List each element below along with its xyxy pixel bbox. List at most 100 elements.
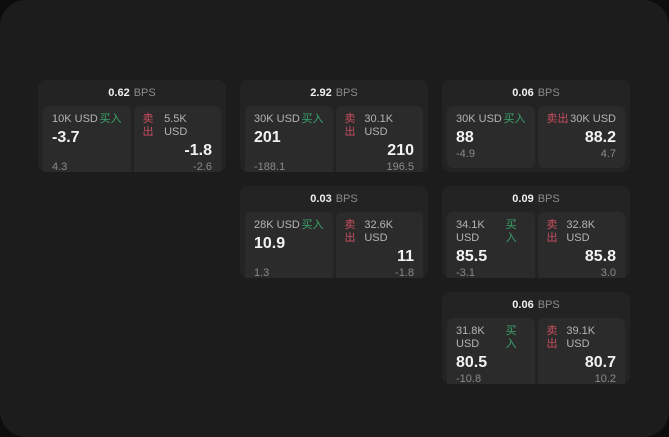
card-body: 30K USD 买入 88 -4.9 卖出 30K USD 88.2 4.7 [442, 106, 630, 172]
sell-label: 卖出 [546, 113, 569, 125]
bps-value: 0.06 [512, 299, 534, 311]
buy-top-row: 30K USD 买入 [254, 113, 324, 126]
sell-top-row: 卖出 30K USD [547, 113, 617, 126]
buy-top-row: 30K USD 买入 [456, 113, 526, 126]
sell-delta: -1.8 [395, 267, 414, 278]
sell-panel[interactable]: 卖出 30.1K USD 210 196.5 [335, 106, 423, 172]
sell-amount: 30.1K USD [364, 113, 394, 138]
buy-delta: -4.9 [456, 148, 475, 160]
buy-delta: 1.3 [254, 267, 270, 278]
buy-price: 88 [456, 129, 474, 146]
sell-price: 80.7 [584, 354, 616, 371]
sell-delta: 196.5 [386, 161, 414, 172]
bps-unit-label: BPS [537, 87, 560, 99]
sell-label: 卖出 [344, 113, 356, 138]
sell-label: 卖出 [546, 325, 558, 350]
sell-top-row: 卖出 39.1K USD [547, 325, 617, 351]
bps-value: 0.62 [108, 87, 130, 99]
bps-unit-label: BPS [133, 87, 156, 99]
buy-label: 买入 [301, 219, 324, 231]
card-body: 28K USD 买入 10.9 1.3 卖出 32.6K USD 11 -1.8 [240, 212, 428, 278]
buy-panel[interactable]: 10K USD 买入 -3.7 4.3 [43, 106, 131, 172]
buy-amount: 10K USD [52, 113, 98, 125]
buy-panel[interactable]: 28K USD 买入 10.9 1.3 [245, 212, 333, 278]
sell-label: 卖出 [344, 219, 356, 244]
buy-delta: -3.1 [456, 267, 475, 278]
buy-amount: 28K USD [254, 219, 300, 231]
sell-panel[interactable]: 卖出 32.8K USD 85.8 3.0 [537, 212, 625, 278]
card-body: 30K USD 买入 201 -188.1 卖出 30.1K USD 210 1… [240, 106, 428, 172]
sell-amount: 32.6K USD [364, 219, 394, 244]
card-header: 0.06 BPS [442, 292, 630, 318]
sell-delta: 3.0 [600, 267, 616, 278]
sell-label: 卖出 [546, 219, 558, 244]
sell-price: -1.8 [184, 142, 212, 159]
bps-value: 2.92 [310, 87, 332, 99]
buy-delta: -188.1 [254, 161, 286, 172]
quote-card: 2.92 BPS 30K USD 买入 201 -188.1 卖出 30.1K … [240, 80, 428, 172]
bps-value: 0.03 [310, 193, 332, 205]
sell-price: 11 [397, 248, 414, 265]
sell-delta: 10.2 [594, 373, 616, 384]
sell-top-row: 卖出 32.6K USD [345, 219, 415, 245]
buy-amount: 30K USD [254, 113, 300, 125]
buy-price: 10.9 [254, 235, 286, 252]
sell-panel[interactable]: 卖出 39.1K USD 80.7 10.2 [537, 318, 625, 384]
buy-delta: -10.8 [456, 373, 482, 384]
card-body: 34.1K USD 买入 85.5 -3.1 卖出 32.8K USD 85.8… [442, 212, 630, 278]
sell-panel[interactable]: 卖出 5.5K USD -1.8 -2.6 [133, 106, 221, 172]
quote-card: 0.06 BPS 31.8K USD 买入 80.5 -10.8 卖出 39.1… [442, 292, 630, 384]
sell-panel[interactable]: 卖出 30K USD 88.2 4.7 [537, 106, 625, 168]
buy-price: 80.5 [456, 354, 488, 371]
sell-amount: 5.5K USD [164, 113, 188, 138]
sell-label: 卖出 [142, 113, 154, 138]
buy-panel[interactable]: 30K USD 买入 88 -4.9 [447, 106, 535, 168]
buy-panel[interactable]: 31.8K USD 买入 80.5 -10.8 [447, 318, 535, 384]
quote-card: 0.06 BPS 30K USD 买入 88 -4.9 卖出 30K USD 8… [442, 80, 630, 172]
buy-top-row: 31.8K USD 买入 [456, 325, 526, 351]
quote-card: 0.62 BPS 10K USD 买入 -3.7 4.3 卖出 5.5K USD… [38, 80, 226, 172]
bps-unit-label: BPS [335, 193, 358, 205]
cards-grid: 0.62 BPS 10K USD 买入 -3.7 4.3 卖出 5.5K USD… [38, 80, 630, 384]
sell-price: 88.2 [584, 129, 616, 146]
buy-panel[interactable]: 30K USD 买入 201 -188.1 [245, 106, 333, 172]
bps-value: 0.06 [512, 87, 534, 99]
sell-panel[interactable]: 卖出 32.6K USD 11 -1.8 [335, 212, 423, 278]
sell-amount: 32.8K USD [566, 219, 596, 244]
buy-price: 201 [254, 129, 281, 146]
card-header: 0.62 BPS [38, 80, 226, 106]
sell-top-row: 卖出 32.8K USD [547, 219, 617, 245]
card-header: 0.06 BPS [442, 80, 630, 106]
sell-top-row: 卖出 5.5K USD [143, 113, 213, 139]
sell-delta: 4.7 [600, 148, 616, 160]
sell-amount: 39.1K USD [566, 325, 596, 350]
buy-amount: 30K USD [456, 113, 502, 125]
card-body: 10K USD 买入 -3.7 4.3 卖出 5.5K USD -1.8 -2.… [38, 106, 226, 172]
buy-top-row: 28K USD 买入 [254, 219, 324, 232]
bps-unit-label: BPS [537, 299, 560, 311]
bps-value: 0.09 [512, 193, 534, 205]
buy-delta: 4.3 [52, 161, 68, 172]
buy-amount: 34.1K USD [456, 219, 485, 244]
buy-amount: 31.8K USD [456, 325, 485, 350]
sell-top-row: 卖出 30.1K USD [345, 113, 415, 139]
buy-label: 买入 [503, 113, 526, 125]
quote-card: 0.09 BPS 34.1K USD 买入 85.5 -3.1 卖出 32.8K… [442, 186, 630, 278]
card-body: 31.8K USD 买入 80.5 -10.8 卖出 39.1K USD 80.… [442, 318, 630, 384]
card-header: 2.92 BPS [240, 80, 428, 106]
buy-top-row: 10K USD 买入 [52, 113, 122, 126]
buy-label: 买入 [301, 113, 324, 125]
buy-price: -3.7 [52, 129, 80, 146]
buy-top-row: 34.1K USD 买入 [456, 219, 526, 245]
sell-price: 85.8 [584, 248, 616, 265]
sell-price: 210 [387, 142, 414, 159]
buy-price: 85.5 [456, 248, 488, 265]
buy-label: 买入 [505, 325, 517, 350]
buy-panel[interactable]: 34.1K USD 买入 85.5 -3.1 [447, 212, 535, 278]
buy-label: 买入 [505, 219, 517, 244]
bps-unit-label: BPS [335, 87, 358, 99]
bps-unit-label: BPS [537, 193, 560, 205]
sell-amount: 30K USD [570, 113, 616, 125]
buy-label: 买入 [99, 113, 122, 125]
